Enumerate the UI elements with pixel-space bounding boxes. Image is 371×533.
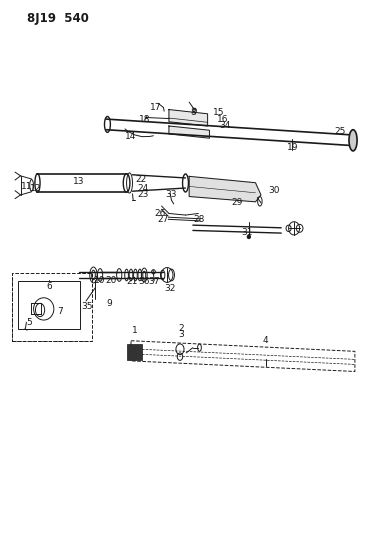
Text: 7: 7	[58, 307, 63, 316]
Text: 28: 28	[193, 215, 204, 224]
Bar	[12, 273, 92, 341]
Text: 20: 20	[105, 276, 117, 285]
Text: 9: 9	[107, 299, 112, 308]
Text: 27: 27	[158, 215, 169, 224]
Text: 19: 19	[286, 143, 298, 152]
Text: 37: 37	[148, 277, 160, 286]
Polygon shape	[189, 176, 261, 202]
Text: 35: 35	[81, 302, 93, 311]
Text: 21: 21	[127, 277, 138, 286]
Ellipse shape	[349, 130, 357, 151]
Text: 12: 12	[30, 183, 41, 192]
Text: 32: 32	[164, 284, 176, 293]
Text: 1: 1	[132, 326, 138, 335]
Text: 22: 22	[135, 174, 146, 183]
Text: 18: 18	[139, 115, 151, 124]
Text: 13: 13	[73, 177, 85, 186]
Text: 25: 25	[335, 127, 346, 136]
Text: 30: 30	[268, 186, 280, 195]
Text: 36: 36	[138, 277, 150, 286]
Text: 4: 4	[263, 336, 269, 345]
Text: 6: 6	[46, 281, 52, 290]
Text: 10: 10	[94, 276, 106, 285]
Text: 5: 5	[26, 318, 32, 327]
Text: 3: 3	[178, 330, 184, 339]
Text: 8J19  540: 8J19 540	[27, 12, 89, 25]
Text: 34: 34	[220, 121, 231, 130]
Text: 8: 8	[190, 108, 196, 117]
Text: 11: 11	[21, 182, 32, 191]
Text: 14: 14	[125, 132, 136, 141]
Text: 33: 33	[165, 190, 177, 199]
Text: 31: 31	[242, 228, 253, 237]
Polygon shape	[169, 110, 208, 126]
Bar	[127, 344, 142, 360]
Text: 17: 17	[150, 103, 161, 112]
Text: 26: 26	[154, 209, 165, 218]
Polygon shape	[169, 126, 210, 138]
Text: 16: 16	[217, 115, 228, 124]
Text: 24: 24	[138, 183, 149, 192]
Text: 2: 2	[178, 324, 184, 333]
Ellipse shape	[247, 235, 250, 239]
Text: 29: 29	[232, 198, 243, 207]
Bar	[18, 281, 80, 329]
Text: 23: 23	[138, 190, 149, 199]
Text: 15: 15	[213, 108, 224, 117]
